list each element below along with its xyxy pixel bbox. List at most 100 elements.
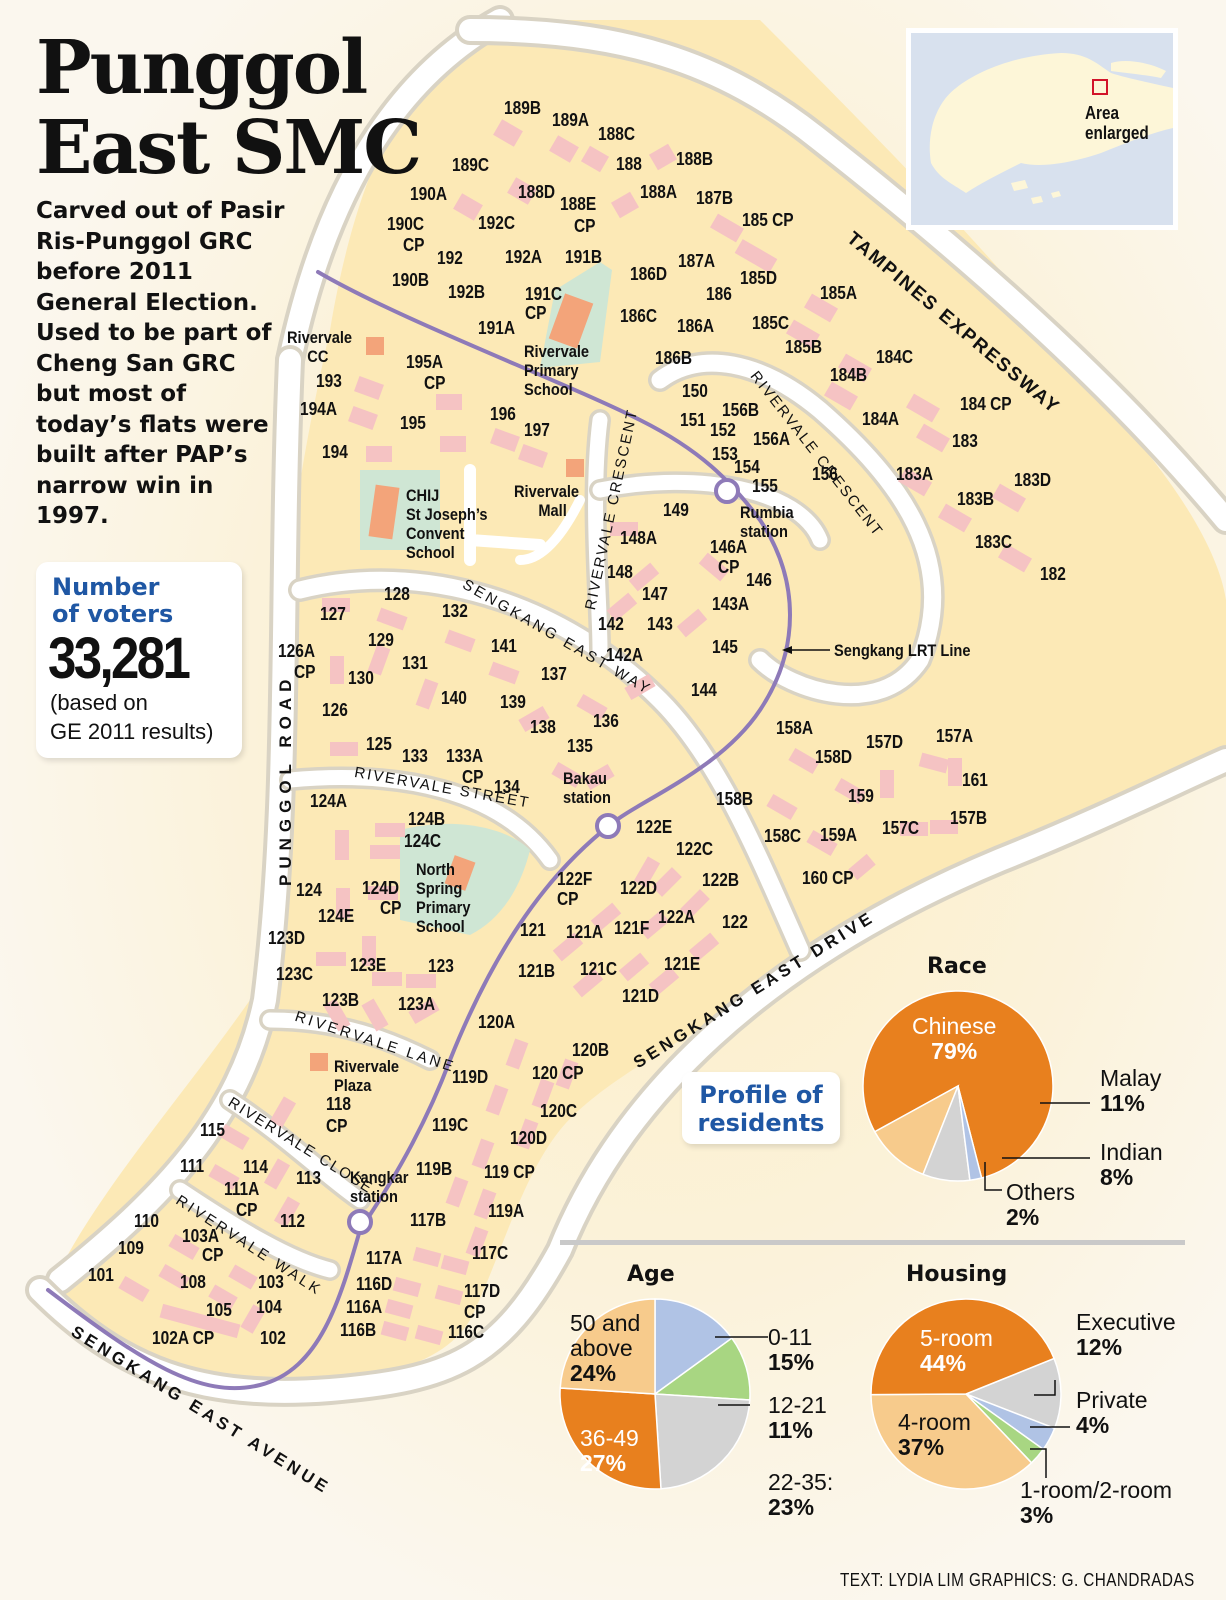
block-label: 121F <box>614 918 650 938</box>
block-label: 123C <box>276 964 314 984</box>
block-label: 124D <box>362 878 400 898</box>
age-label-36-49: 36-49 27% <box>580 1425 639 1476</box>
race-label-indian: Indian 8% <box>1100 1139 1163 1190</box>
block-label: 118 <box>326 1094 351 1114</box>
pie-slice <box>870 1393 1033 1490</box>
block-label: 188C <box>598 124 636 144</box>
road-label-punggol-road: PUNGGOL ROAD <box>276 673 295 886</box>
block-label: 191B <box>565 247 603 267</box>
block-label: 195A <box>406 352 444 372</box>
age-label-0-11: 0-11 15% <box>768 1324 815 1375</box>
block-label: 183D <box>1014 470 1052 490</box>
block-label: 193 <box>316 371 342 391</box>
block-label: 156 <box>812 464 838 484</box>
block-label: 117B <box>410 1210 447 1230</box>
block-label: 159A <box>820 825 858 845</box>
block-label: 188D <box>518 182 556 202</box>
block-label: 137 <box>541 664 567 684</box>
block-label: 147 <box>642 584 668 604</box>
profile-label: Profile of residents <box>697 1081 825 1137</box>
block-label: 113 <box>296 1168 321 1188</box>
age-chart-title: Age <box>627 1262 675 1287</box>
block-label: 123D <box>268 928 306 948</box>
block-label: 111A <box>224 1179 260 1199</box>
block-label: 158A <box>776 718 814 738</box>
block-label: 119C <box>432 1115 469 1135</box>
block-label: 184 CP <box>960 394 1012 414</box>
age-leader-lines <box>715 1336 768 1406</box>
title-line-2: East SMC <box>36 105 422 191</box>
block-label: 136 <box>593 711 619 731</box>
housing-label-4-room: 4-room 37% <box>898 1409 971 1460</box>
block-label: 120A <box>478 1012 516 1032</box>
block-label: 142 <box>598 614 624 634</box>
block-label: 143A <box>712 594 750 614</box>
lrt-line-label: Sengkang LRT Line <box>834 641 971 660</box>
block-label: 122B <box>702 870 740 890</box>
block-label: 192C <box>478 213 516 233</box>
block-label: 116D <box>356 1274 393 1294</box>
pie-slice <box>559 1298 656 1395</box>
pie-slice <box>654 1298 733 1396</box>
block-label: 121E <box>664 954 701 974</box>
block-label: 115 <box>200 1120 225 1140</box>
block-label: 186C <box>620 306 658 326</box>
block-label: 194A <box>300 399 338 419</box>
block-label: 161 <box>962 770 988 790</box>
block-label: CP <box>464 1302 486 1322</box>
block-label: 190A <box>410 184 448 204</box>
block-label: 197 <box>524 420 550 440</box>
block-label: 126A <box>278 641 316 661</box>
block-label: 185D <box>740 268 778 288</box>
block-label: 122C <box>676 839 714 859</box>
block-label: CP <box>718 557 740 577</box>
block-label: 116B <box>340 1320 377 1340</box>
block-label: 186B <box>655 348 693 368</box>
block-label: 184B <box>830 365 868 385</box>
block-label: 133 <box>402 746 428 766</box>
block-label: 152 <box>710 420 736 440</box>
block-label: 138 <box>530 717 556 737</box>
credit-line: TEXT: LYDIA LIM GRAPHICS: G. CHANDRADAS <box>840 1570 1195 1590</box>
housing-label-private: Private 4% <box>1076 1387 1148 1438</box>
block-label: 191C <box>525 284 563 304</box>
block-label: 188B <box>676 149 714 169</box>
block-label: 189C <box>452 155 490 175</box>
block-label: 139 <box>500 692 526 712</box>
block-label: 184A <box>862 409 900 429</box>
block-label: 130 <box>348 668 374 688</box>
estate-area <box>50 20 1226 1383</box>
block-label: 116C <box>448 1322 485 1342</box>
block-label: 124 <box>296 880 322 900</box>
block-label: 185A <box>820 283 858 303</box>
block-label: 135 <box>567 736 593 756</box>
block-label: 157B <box>950 808 988 828</box>
block-label: 186D <box>630 264 668 284</box>
block-label: 119B <box>416 1159 453 1179</box>
title-line-1: Punggol <box>36 25 368 111</box>
block-label: 154 <box>734 457 760 477</box>
block-label: 120C <box>540 1101 578 1121</box>
block-label: 188A <box>640 182 678 202</box>
block-label: 126 <box>322 700 348 720</box>
block-label: 120D <box>510 1128 548 1148</box>
block-label: CP <box>403 235 425 255</box>
housing-label-executive: Executive 12% <box>1076 1309 1176 1360</box>
block-label: 187A <box>678 251 716 271</box>
block-label: 123 <box>428 956 454 976</box>
block-label: 114 <box>243 1157 268 1177</box>
block-label: 196 <box>490 404 516 424</box>
block-label: 188E <box>560 194 597 214</box>
block-label: 185B <box>785 337 823 357</box>
block-label: 182 <box>1040 564 1066 584</box>
block-label: 109 <box>118 1238 144 1258</box>
block-label: 119 CP <box>484 1162 535 1182</box>
race-label-others: Others 2% <box>1006 1179 1076 1230</box>
block-label: CP <box>326 1116 348 1136</box>
block-label: 156A <box>753 429 791 449</box>
block-label: 149 <box>663 500 689 520</box>
pie-slice <box>654 1393 751 1490</box>
block-label: 104 <box>256 1297 282 1317</box>
area-enlarged-marker <box>1092 79 1108 95</box>
block-label: 129 <box>368 630 394 650</box>
